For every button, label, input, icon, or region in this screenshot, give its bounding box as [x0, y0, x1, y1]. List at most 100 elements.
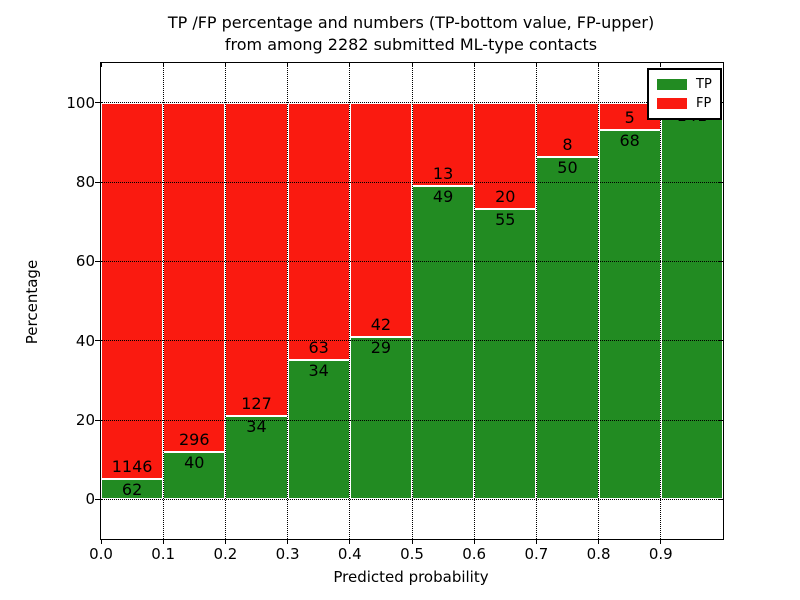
- x-tick-mark-top: [224, 63, 226, 67]
- bar-segment-tp: [349, 337, 412, 500]
- y-tick-mark: [95, 102, 100, 104]
- gridline-vertical: [162, 63, 164, 539]
- y-tick-label: 0: [85, 490, 95, 509]
- y-tick-label: 40: [75, 331, 95, 350]
- y-tick-mark-right: [718, 498, 723, 500]
- bar-segment-fp: [474, 102, 537, 209]
- y-tick-mark: [95, 419, 100, 421]
- x-tick-label: 0.9: [648, 545, 673, 563]
- bar-segment-tp: [287, 360, 350, 500]
- y-tick-mark: [95, 260, 100, 262]
- x-tick-mark-top: [100, 63, 102, 67]
- bar-segment-tp: [474, 208, 537, 500]
- x-tick-label: 0.4: [337, 545, 362, 563]
- legend-item-label: TP: [696, 77, 712, 92]
- x-tick-mark: [349, 540, 351, 544]
- x-tick-mark-top: [349, 63, 351, 67]
- bar-segment-tp: [660, 105, 723, 500]
- gridline-vertical: [349, 63, 351, 539]
- legend-item: FP: [657, 94, 712, 113]
- y-tick-mark: [95, 340, 100, 342]
- bar-segment-fp: [101, 102, 164, 480]
- y-tick-mark: [95, 498, 100, 500]
- y-tick-mark-right: [718, 260, 723, 262]
- x-tick-mark: [100, 540, 102, 544]
- x-tick-mark-top: [535, 63, 537, 67]
- x-tick-mark: [660, 540, 662, 544]
- tp-count-label: 50: [557, 158, 578, 178]
- x-tick-label: 0.1: [151, 545, 176, 563]
- fp-count-label: 42: [370, 315, 392, 335]
- y-axis-label: Percentage: [23, 259, 41, 345]
- chart-title: TP /FP percentage and numbers (TP-bottom…: [100, 12, 722, 56]
- bar-segment-fp: [225, 102, 288, 416]
- fp-count-label: 296: [179, 430, 210, 450]
- x-tick-mark: [411, 540, 413, 544]
- bar-segment-tp: [225, 415, 288, 500]
- bar-segment-fp: [349, 102, 412, 338]
- gridline-vertical: [598, 63, 600, 539]
- tp-count-label: 40: [184, 453, 205, 473]
- tp-count-label: 55: [495, 209, 516, 229]
- x-tick-label: 0.8: [586, 545, 611, 563]
- y-tick-mark-right: [718, 340, 723, 342]
- bar-segment-tp: [163, 452, 226, 500]
- y-tick-mark-right: [718, 181, 723, 183]
- tp-count-label: 34: [308, 361, 329, 381]
- legend-item-label: FP: [696, 96, 712, 111]
- y-tick-label: 100: [66, 93, 95, 112]
- plot-area: 1146622964012734633442291349205585056814…: [66, 62, 724, 563]
- y-tick-label: 20: [75, 411, 95, 429]
- x-tick-mark: [598, 540, 600, 544]
- tp-count-label: 29: [370, 338, 392, 358]
- y-tick-mark-right: [718, 419, 723, 421]
- fp-count-label: 63: [308, 338, 329, 358]
- tp-count-label: 62: [121, 480, 143, 500]
- x-tick-label: 0.6: [462, 545, 487, 563]
- x-tick-mark: [473, 540, 475, 544]
- bar-segment-tp: [598, 129, 661, 500]
- gridline-vertical: [224, 63, 226, 539]
- gridline-vertical: [660, 63, 662, 539]
- x-tick-mark: [162, 540, 164, 544]
- x-tick-mark-top: [660, 63, 662, 67]
- x-tick-mark-top: [287, 63, 289, 67]
- fp-count-label: 13: [432, 163, 454, 183]
- legend-swatch-tp: [657, 79, 687, 90]
- x-tick-label: 0.7: [524, 545, 549, 563]
- gridline-vertical: [535, 63, 537, 539]
- chart-title-line2: from among 2282 submitted ML-type contac…: [224, 35, 598, 54]
- x-tick-mark-top: [473, 63, 475, 67]
- bar-segment-fp: [287, 102, 350, 361]
- tp-count-label: 68: [619, 130, 640, 150]
- legend-item: TP: [657, 75, 712, 94]
- legend: TP FP: [647, 68, 722, 120]
- x-tick-mark: [224, 540, 226, 544]
- tp-count-label: 49: [432, 186, 454, 206]
- fp-count-label: 20: [495, 186, 516, 206]
- bar-segment-fp: [412, 102, 475, 186]
- y-tick-label: 80: [75, 173, 95, 191]
- chart-title-line1: TP /FP percentage and numbers (TP-bottom…: [167, 13, 655, 32]
- x-tick-label: 0.0: [89, 545, 113, 563]
- x-tick-mark-top: [411, 63, 413, 67]
- bar-segment-tp: [412, 185, 475, 500]
- gridline-vertical: [473, 63, 475, 539]
- x-tick-mark: [287, 540, 289, 544]
- x-axis-label: Predicted probability: [333, 568, 489, 586]
- x-tick-label: 0.3: [275, 545, 300, 563]
- x-tick-label: 0.5: [400, 545, 424, 563]
- x-tick-mark-top: [162, 63, 164, 67]
- fp-count-label: 5: [624, 107, 635, 127]
- bar-segment-tp: [101, 479, 164, 500]
- y-tick-mark: [95, 181, 100, 183]
- x-tick-mark: [535, 540, 537, 544]
- x-tick-label: 0.2: [213, 545, 238, 563]
- y-tick-label: 60: [75, 252, 95, 271]
- bar-segment-fp: [536, 102, 599, 158]
- legend-swatch-fp: [657, 98, 687, 109]
- gridline-vertical: [287, 63, 289, 539]
- gridline-vertical: [411, 63, 413, 539]
- bar-segment-tp: [536, 157, 599, 500]
